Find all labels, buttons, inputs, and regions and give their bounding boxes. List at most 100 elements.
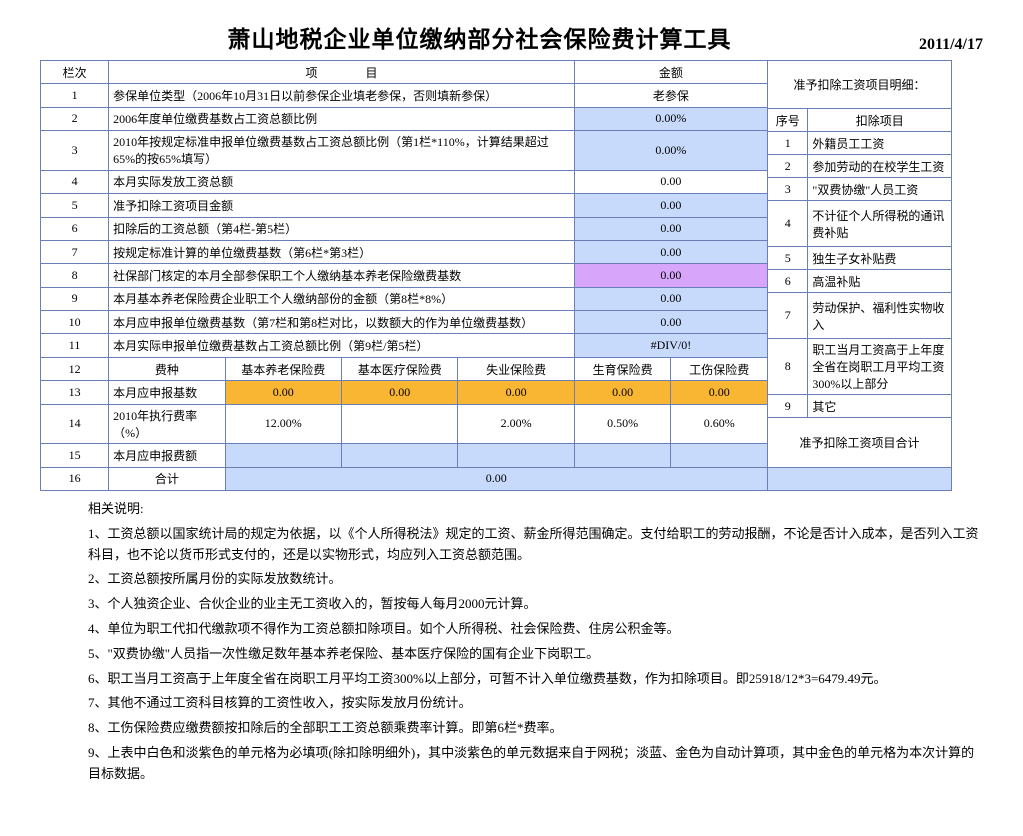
row-13-v2: 0.00 xyxy=(342,381,458,404)
row-amt: 0.00 xyxy=(574,264,767,287)
row-proj: 本月基本养老保险费企业职工个人缴纳部份的金额（第8栏*8%） xyxy=(109,287,575,310)
note-item: 7、其他不通过工资科目核算的工资性收入，按实际发放月份统计。 xyxy=(88,693,983,714)
note-item: 8、工伤保险费应缴费额按扣除后的全部职工工资总额乘费率计算。即第6栏*费率。 xyxy=(88,718,983,739)
note-item: 1、工资总额以国家统计局的规定为依据，以《个人所得税法》规定的工资、薪金所得范围… xyxy=(88,524,983,566)
side-ded: 外籍员工工资 xyxy=(808,132,952,155)
row-idx: 8 xyxy=(41,264,109,287)
side-ded: 职工当月工资高于上年度全省在岗职工月平均工资300%以上部分 xyxy=(808,339,952,395)
date-label: 2011/4/17 xyxy=(919,36,983,54)
row-12-c1: 基本养老保险费 xyxy=(225,357,341,380)
note-item: 5、"双费协缴"人员指一次性缴足数年基本养老保险、基本医疗保险的国有企业下岗职工… xyxy=(88,644,983,665)
row-idx: 11 xyxy=(41,334,109,357)
row-12-lbl: 费种 xyxy=(109,357,225,380)
row-idx: 2 xyxy=(41,107,109,130)
row-16-val: 0.00 xyxy=(225,467,767,490)
side-ded: 劳动保护、福利性实物收入 xyxy=(808,293,952,339)
row-12-c2: 基本医疗保险费 xyxy=(342,357,458,380)
row-12-c3: 失业保险费 xyxy=(458,357,574,380)
hdr-amt: 金额 xyxy=(574,61,767,84)
row-proj: 2010年按规定标准申报单位缴费基数占工资总额比例（第1栏*110%，计算结果超… xyxy=(109,131,575,171)
row-proj: 本月实际申报单位缴费基数占工资总额比例（第9栏/第5栏） xyxy=(109,334,575,357)
row-14-lbl: 2010年执行费率（%） xyxy=(109,404,225,444)
row-proj: 参保单位类型（2006年10月31日以前参保企业填老参保，否则填新参保） xyxy=(109,84,575,107)
row-proj: 社保部门核定的本月全部参保职工个人缴纳基本养老保险缴费基数 xyxy=(109,264,575,287)
row-13-idx: 13 xyxy=(41,381,109,404)
row-amt: 0.00 xyxy=(574,311,767,334)
row-14-idx: 14 xyxy=(41,404,109,444)
notes-section: 相关说明: 1、工资总额以国家统计局的规定为依据，以《个人所得税法》规定的工资、… xyxy=(88,499,983,785)
row-15-lbl: 本月应申报费额 xyxy=(109,444,225,467)
row-13-v5: 0.00 xyxy=(671,381,768,404)
side-seq: 1 xyxy=(768,132,808,155)
side-seq: 7 xyxy=(768,293,808,339)
row-13-v4: 0.00 xyxy=(574,381,671,404)
notes-title: 相关说明: xyxy=(88,499,983,520)
side-seq: 6 xyxy=(768,270,808,293)
row-idx: 4 xyxy=(41,170,109,193)
row-14-v2 xyxy=(342,404,458,444)
row-15-v3 xyxy=(458,444,574,467)
row-13-lbl: 本月应申报基数 xyxy=(109,381,225,404)
side-hdr-ded: 扣除项目 xyxy=(808,109,952,132)
side-seq: 3 xyxy=(768,178,808,201)
note-item: 9、上表中白色和淡紫色的单元格为必填项(除扣除明细外)，其中淡紫色的单元数据来自… xyxy=(88,743,983,785)
note-item: 2、工资总额按所属月份的实际发放数统计。 xyxy=(88,569,983,590)
row-14-v1: 12.00% xyxy=(225,404,341,444)
row-amt: #DIV/0! xyxy=(574,334,767,357)
row-12-c4: 生育保险费 xyxy=(574,357,671,380)
row-idx: 6 xyxy=(41,217,109,240)
side-seq: 2 xyxy=(768,155,808,178)
side-ded: 参加劳动的在校学生工资 xyxy=(808,155,952,178)
row-amt: 0.00% xyxy=(574,107,767,130)
row-14-v3: 2.00% xyxy=(458,404,574,444)
row-13-v1: 0.00 xyxy=(225,381,341,404)
note-item: 3、个人独资企业、合伙企业的业主无工资收入的，暂按每人每月2000元计算。 xyxy=(88,594,983,615)
page-title: 萧山地税企业单位缴纳部分社会保险费计算工具 xyxy=(40,20,919,54)
row-idx: 1 xyxy=(41,84,109,107)
main-table: 栏次项 目金额 1参保单位类型（2006年10月31日以前参保企业填老参保，否则… xyxy=(40,60,768,491)
row-proj: 按规定标准计算的单位缴费基数（第6栏*第3栏） xyxy=(109,240,575,263)
hdr-proj: 项 目 xyxy=(109,61,575,84)
row-amt: 0.00 xyxy=(574,217,767,240)
row-idx: 7 xyxy=(41,240,109,263)
row-12-c5: 工伤保险费 xyxy=(671,357,768,380)
row-proj: 2006年度单位缴费基数占工资总额比例 xyxy=(109,107,575,130)
row-12-idx: 12 xyxy=(41,357,109,380)
side-ded: 高温补贴 xyxy=(808,270,952,293)
row-proj: 准予扣除工资项目金额 xyxy=(109,194,575,217)
row-15-v1 xyxy=(225,444,341,467)
row-amt: 0.00 xyxy=(574,240,767,263)
row-idx: 5 xyxy=(41,194,109,217)
row-14-v5: 0.60% xyxy=(671,404,768,444)
row-15-v5 xyxy=(671,444,768,467)
side-ded: 其它 xyxy=(808,395,952,418)
row-amt: 0.00 xyxy=(574,170,767,193)
row-proj: 本月实际发放工资总额 xyxy=(109,170,575,193)
hdr-idx: 栏次 xyxy=(41,61,109,84)
side-hdr-seq: 序号 xyxy=(768,109,808,132)
row-idx: 10 xyxy=(41,311,109,334)
row-idx: 9 xyxy=(41,287,109,310)
row-proj: 扣除后的工资总额（第4栏-第5栏） xyxy=(109,217,575,240)
side-blank xyxy=(768,468,952,491)
side-title: 准予扣除工资项目明细： xyxy=(768,61,952,109)
row-15-v4 xyxy=(574,444,671,467)
side-table: 准予扣除工资项目明细： 序号 扣除项目 1外籍员工工资2参加劳动的在校学生工资3… xyxy=(768,60,952,491)
row-13-v3: 0.00 xyxy=(458,381,574,404)
row-15-idx: 15 xyxy=(41,444,109,467)
row-amt: 0.00 xyxy=(574,287,767,310)
row-idx: 3 xyxy=(41,131,109,171)
row-16-lbl: 合计 xyxy=(109,467,225,490)
note-item: 4、单位为职工代扣代缴款项不得作为工资总额扣除项目。如个人所得税、社会保险费、住… xyxy=(88,619,983,640)
row-amt: 0.00% xyxy=(574,131,767,171)
side-total: 准予扣除工资项目合计 xyxy=(768,418,952,468)
row-amt: 0.00 xyxy=(574,194,767,217)
row-16-idx: 16 xyxy=(41,467,109,490)
row-amt: 老参保 xyxy=(574,84,767,107)
row-proj: 本月应申报单位缴费基数（第7栏和第8栏对比，以数额大的作为单位缴费基数） xyxy=(109,311,575,334)
row-14-v4: 0.50% xyxy=(574,404,671,444)
note-item: 6、职工当月工资高于上年度全省在岗职工月平均工资300%以上部分，可暂不计入单位… xyxy=(88,669,983,690)
side-seq: 8 xyxy=(768,339,808,395)
side-seq: 5 xyxy=(768,247,808,270)
side-ded: 独生子女补贴费 xyxy=(808,247,952,270)
